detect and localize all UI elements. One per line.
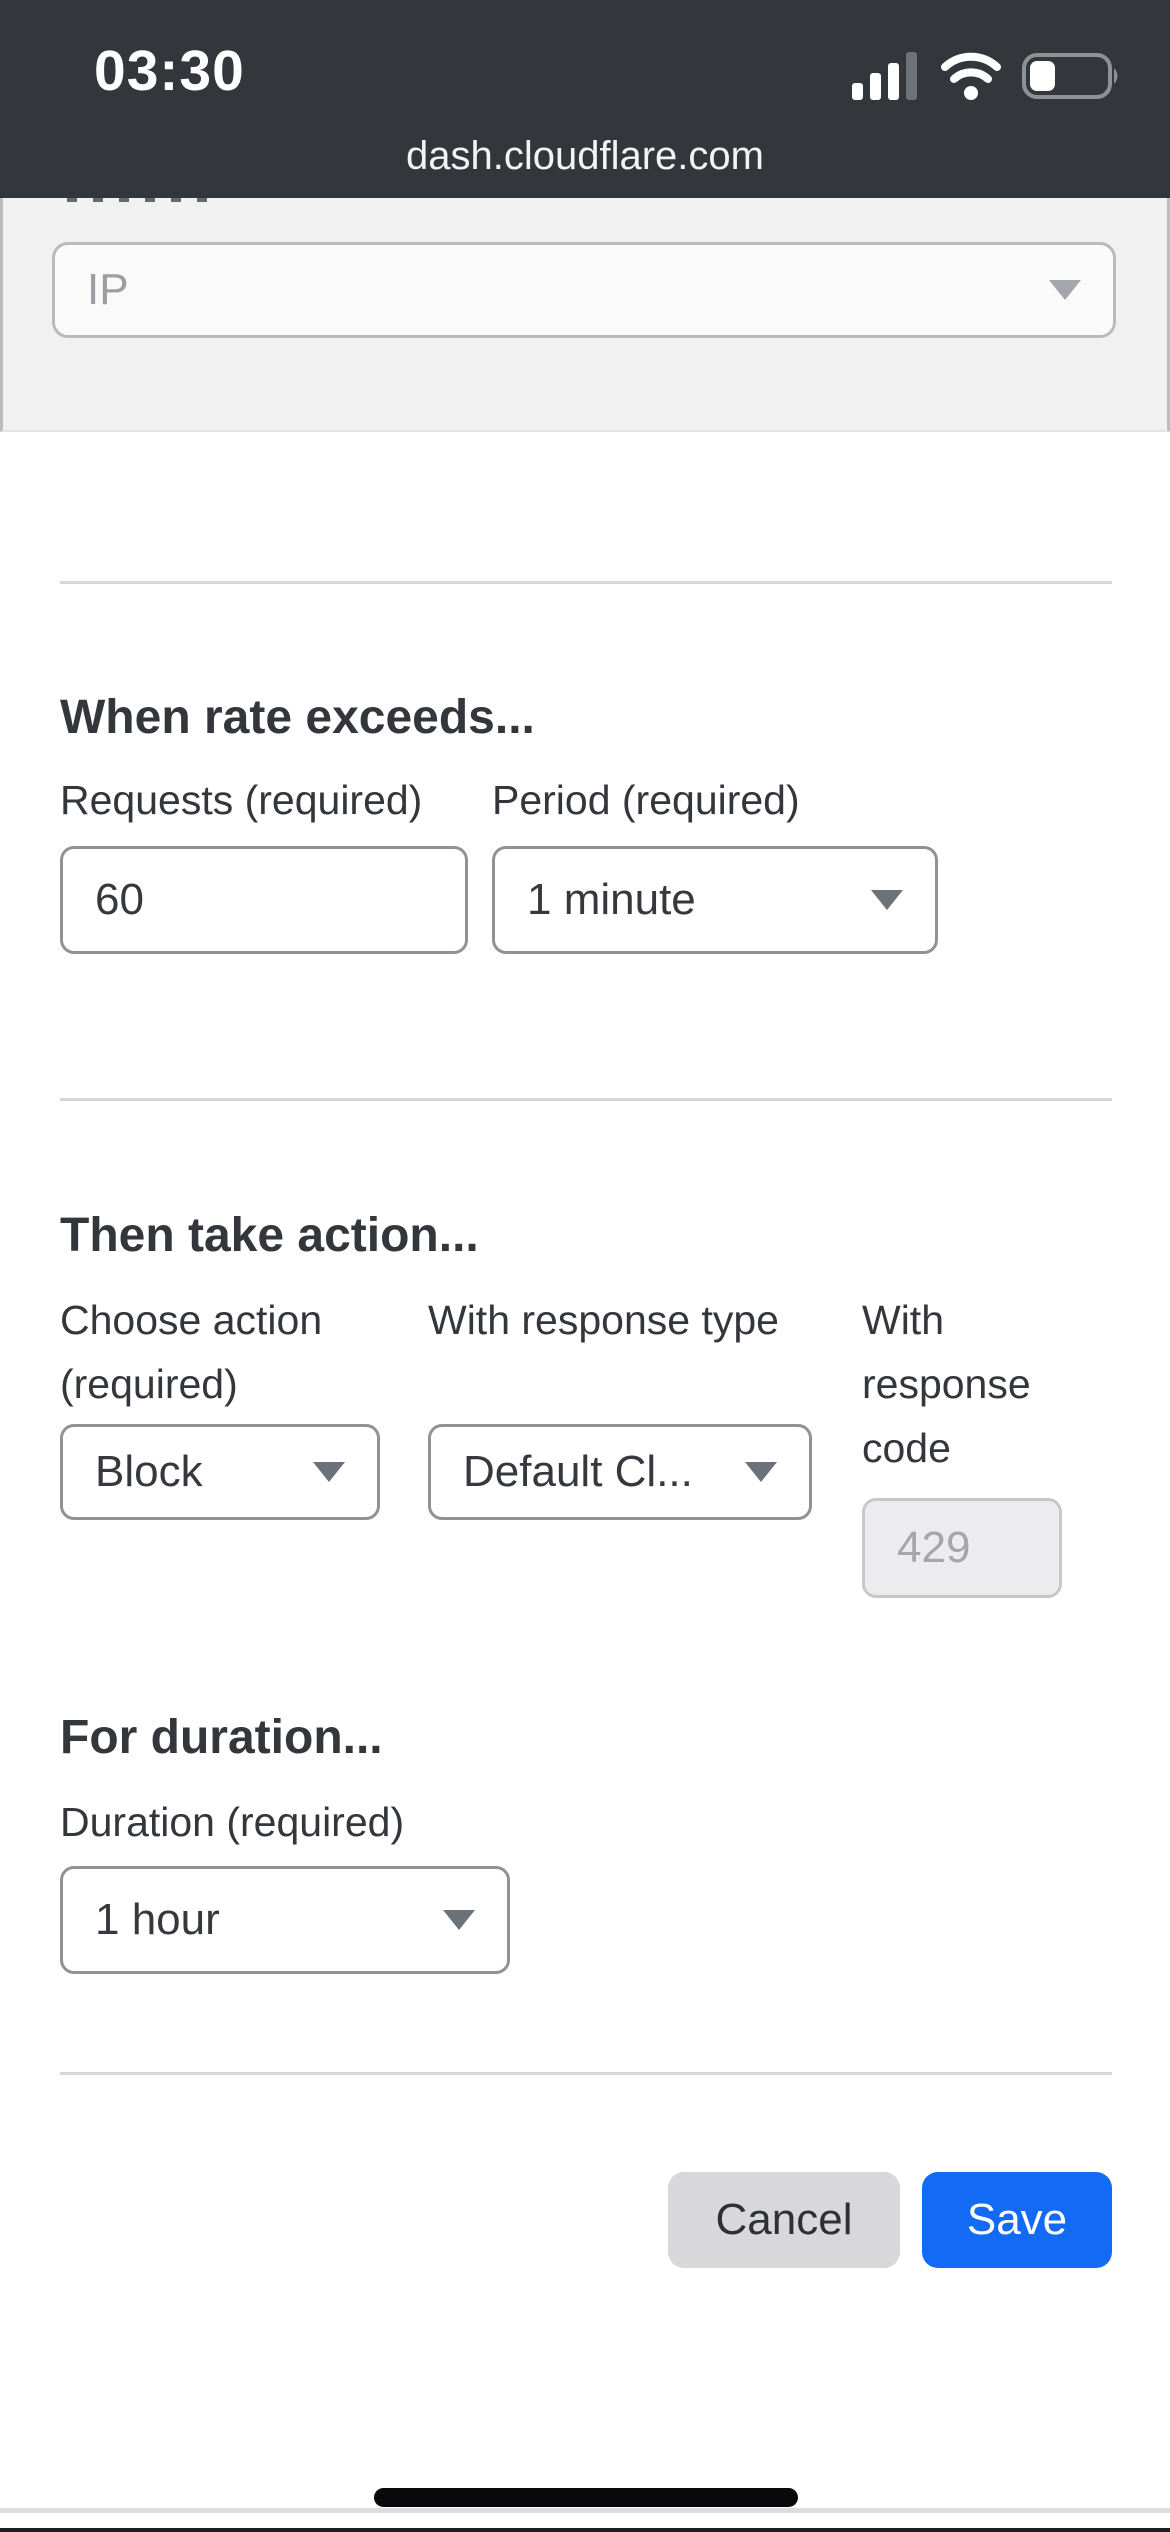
cancel-button[interactable]: Cancel (668, 2172, 900, 2268)
section-divider (60, 1098, 1112, 1101)
duration-select[interactable]: 1 hour (60, 1866, 510, 1974)
choose-action-value: Block (95, 1447, 203, 1496)
chevron-down-icon (745, 1462, 777, 1482)
criteria-panel: IP (0, 198, 1170, 432)
requests-label: Requests (required) (60, 777, 423, 823)
choose-action-label: Choose action (required) (60, 1297, 323, 1407)
period-value: 1 minute (527, 875, 696, 924)
match-field-value: IP (87, 265, 129, 314)
address-bar-url[interactable]: dash.cloudflare.com (406, 134, 764, 178)
match-field-select[interactable]: IP (52, 242, 1116, 338)
chevron-down-icon (1049, 280, 1081, 300)
status-icons (852, 52, 1122, 100)
status-time: 03:30 (94, 39, 245, 103)
section-divider (60, 2072, 1112, 2075)
clipped-text-remnant (67, 198, 217, 202)
cellular-signal-icon (852, 52, 917, 100)
chevron-down-icon (871, 890, 903, 910)
bottom-divider (0, 2508, 1170, 2513)
chevron-down-icon (443, 1910, 475, 1930)
response-code-input (862, 1498, 1062, 1598)
duration-section-heading: For duration... (60, 1711, 383, 1764)
choose-action-select[interactable]: Block (60, 1424, 380, 1520)
wifi-icon (941, 52, 1001, 100)
response-type-value: Default Cl... (463, 1447, 693, 1496)
period-select[interactable]: 1 minute (492, 846, 938, 954)
duration-label: Duration (required) (60, 1799, 405, 1845)
screen-bottom-edge (0, 2528, 1170, 2532)
home-indicator[interactable] (374, 2488, 798, 2507)
response-code-label: With response code (862, 1297, 1031, 1471)
requests-input[interactable] (60, 846, 468, 954)
action-section-heading: Then take action... (60, 1209, 479, 1262)
rate-section-heading: When rate exceeds... (60, 691, 535, 744)
response-type-label: With response type (428, 1297, 779, 1343)
duration-value: 1 hour (95, 1895, 220, 1944)
browser-status-header: 03:30 dash.cloudflare.com (0, 0, 1170, 198)
chevron-down-icon (313, 1462, 345, 1482)
period-label: Period (required) (492, 777, 800, 823)
save-button[interactable]: Save (922, 2172, 1112, 2268)
response-type-select[interactable]: Default Cl... (428, 1424, 812, 1520)
section-divider (60, 581, 1112, 584)
battery-icon (1022, 53, 1118, 99)
